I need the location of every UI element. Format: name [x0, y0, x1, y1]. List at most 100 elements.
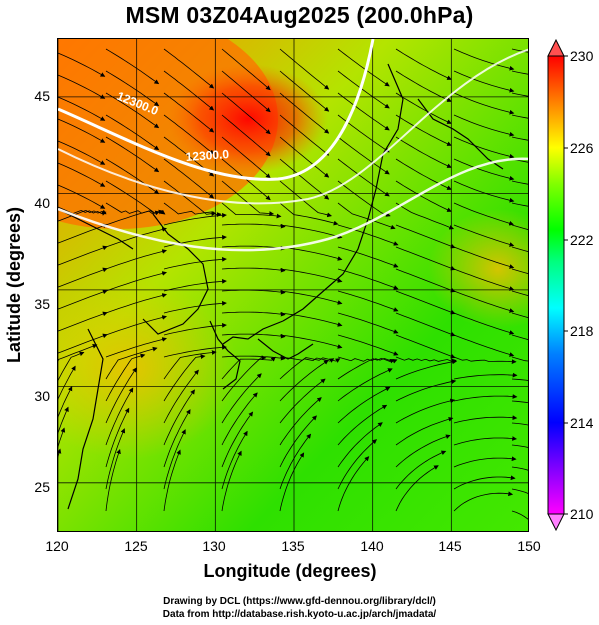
- streamline: [163, 350, 217, 380]
- streamline: [163, 114, 215, 155]
- streamline: [511, 290, 528, 296]
- streamline: [279, 180, 332, 218]
- streamline: [58, 351, 85, 382]
- streamline: [163, 369, 199, 424]
- colorbar-tick-label: 226: [570, 140, 594, 156]
- x-tick-label: 140: [360, 538, 384, 554]
- streamline: [395, 224, 456, 249]
- colorbar-tick-label: 230: [570, 48, 594, 64]
- streamline: [337, 180, 391, 217]
- streamline: [58, 289, 108, 310]
- streamline: [453, 290, 515, 313]
- streamline: [221, 202, 282, 219]
- y-tick-label: 25: [34, 479, 50, 495]
- x-axis-ticks: 120 125 130 135 140 145 150: [45, 538, 541, 554]
- streamline: [453, 436, 517, 446]
- streamline: [337, 422, 383, 468]
- streamline: [511, 334, 528, 340]
- streamline: [105, 337, 167, 358]
- streamline: [511, 312, 528, 318]
- streamline: [58, 333, 108, 354]
- streamline: [58, 162, 106, 187]
- streamline: [511, 510, 528, 520]
- streamline: [279, 415, 317, 468]
- streamline: [395, 136, 452, 168]
- streamline: [163, 429, 186, 490]
- streamline: [453, 158, 515, 181]
- streamline: [221, 333, 286, 339]
- streamline: [58, 386, 73, 418]
- streamline: [395, 312, 456, 337]
- x-tick-label: 130: [202, 538, 226, 554]
- streamline: [511, 466, 528, 471]
- warm-patch: [58, 279, 238, 459]
- streamline: [221, 70, 271, 113]
- colorbar-gradient: [547, 55, 565, 515]
- streamline: [279, 452, 305, 512]
- streamline: [279, 158, 330, 200]
- streamline: [163, 449, 181, 512]
- streamline: [337, 312, 399, 334]
- streamline: [395, 434, 451, 468]
- streamline: [511, 268, 528, 274]
- streamline: [163, 70, 215, 111]
- streamline: [221, 355, 267, 402]
- streamline: [105, 70, 160, 107]
- x-tick-label: 125: [124, 538, 148, 554]
- streamline: [105, 249, 167, 270]
- streamline: [163, 202, 222, 217]
- streamline: [105, 92, 160, 129]
- streamline: [58, 96, 106, 121]
- chart-title: MSM 03Z04Aug2025 (200.0hPa): [125, 2, 474, 28]
- hot-core: [168, 64, 328, 174]
- x-tick-label: 135: [281, 538, 305, 554]
- streamline: [105, 158, 160, 195]
- streamline: [453, 180, 515, 203]
- streamline: [395, 202, 455, 230]
- streamline: [163, 389, 195, 446]
- streamline: [221, 48, 271, 91]
- streamline: [395, 359, 458, 380]
- streamline: [105, 367, 137, 424]
- colorbar-tick-label: 222: [570, 232, 594, 248]
- streamline: [337, 439, 378, 490]
- wind-streamlines: [58, 48, 528, 520]
- streamline: [279, 70, 330, 112]
- streamline: [337, 404, 388, 446]
- streamline: [163, 409, 191, 468]
- colorbar-tick-label: 210: [570, 506, 594, 522]
- streamline: [221, 114, 271, 157]
- streamline: [221, 392, 258, 446]
- y-axis-label: Latitude (degrees): [4, 207, 24, 363]
- colorbar-max-triangle: [547, 38, 565, 57]
- streamline: [279, 433, 312, 490]
- x-tick-label: 120: [45, 538, 69, 554]
- streamline: [221, 411, 254, 468]
- streamline: [337, 334, 399, 356]
- map-plot-area: 12300.0 12300.0: [57, 38, 529, 532]
- streamline: [395, 398, 456, 424]
- streamline: [337, 246, 399, 268]
- streamline: [221, 267, 286, 273]
- colorbar-tick-label: 218: [570, 323, 594, 339]
- streamline: [511, 422, 528, 426]
- credit-data: Data from http://database.rish.kyoto-u.a…: [162, 609, 437, 620]
- streamline: [221, 430, 248, 490]
- streamline: [395, 379, 457, 402]
- streamline: [395, 334, 456, 359]
- streamline: [511, 378, 528, 381]
- streamline: [511, 136, 528, 141]
- streamline: [453, 136, 515, 159]
- streamline: [105, 315, 167, 336]
- streamline: [511, 488, 528, 494]
- streamline: [395, 450, 447, 490]
- streamline: [511, 246, 528, 252]
- y-tick-label: 40: [34, 195, 50, 211]
- streamline: [453, 334, 515, 357]
- streamline: [279, 357, 335, 380]
- streamline: [105, 346, 158, 380]
- streamline: [105, 202, 164, 215]
- streamline: [511, 180, 528, 185]
- streamline: [337, 48, 390, 87]
- streamline: [453, 394, 518, 402]
